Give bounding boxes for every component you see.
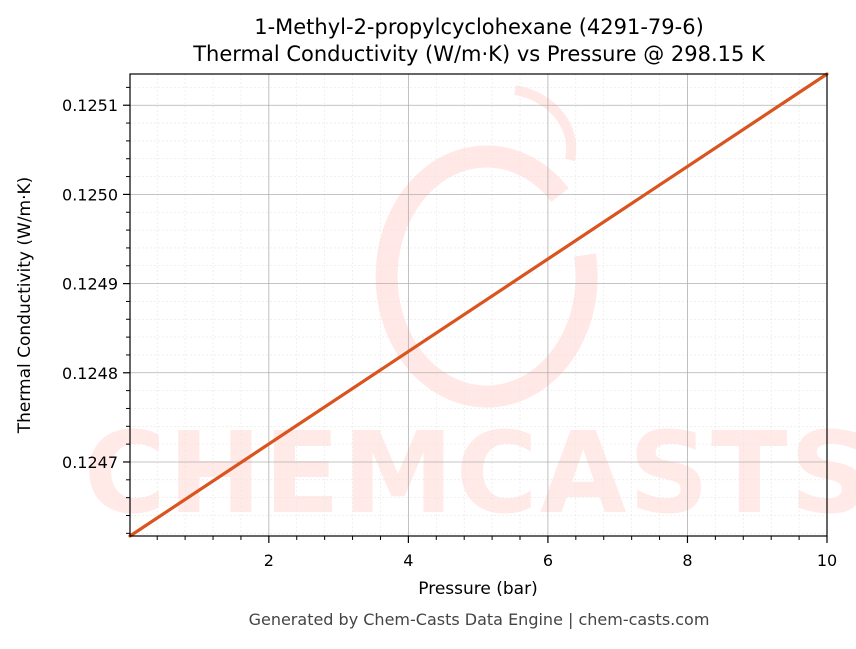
x-axis-ticks: 2 4 6 8 10 bbox=[156, 536, 837, 570]
watermark-logo: CHEMCASTS bbox=[84, 85, 856, 539]
footer-credit: Generated by Chem-Casts Data Engine | ch… bbox=[249, 610, 710, 629]
x-tick-label: 2 bbox=[264, 551, 274, 570]
y-tick-label: 0.1249 bbox=[62, 275, 118, 294]
x-tick-label: 4 bbox=[403, 551, 413, 570]
y-tick-label: 0.1247 bbox=[62, 453, 118, 472]
y-axis-ticks: 0.1247 0.1248 0.1249 0.1250 0.1251 bbox=[62, 86, 130, 534]
y-axis-label: Thermal Conductivity (W/m·K) bbox=[15, 177, 35, 435]
series-line-0 bbox=[128, 72, 829, 538]
x-axis-label: Pressure (bar) bbox=[418, 579, 537, 599]
watermark-text: CHEMCASTS bbox=[84, 409, 856, 539]
grid-minor bbox=[130, 74, 827, 536]
x-tick-label: 8 bbox=[682, 551, 692, 570]
y-tick-label: 0.1250 bbox=[62, 185, 118, 204]
x-tick-label: 10 bbox=[817, 551, 837, 570]
plot-frame bbox=[129, 73, 828, 537]
y-tick-label: 0.1248 bbox=[62, 364, 118, 383]
x-tick-label: 6 bbox=[543, 551, 553, 570]
chart-title-line1: 1-Methyl-2-propylcyclohexane (4291-79-6) bbox=[254, 15, 704, 39]
chart-title-line2: Thermal Conductivity (W/m·K) vs Pressure… bbox=[192, 42, 766, 66]
grid-major bbox=[130, 74, 828, 536]
series-layer bbox=[128, 72, 829, 538]
y-tick-label: 0.1251 bbox=[62, 96, 118, 115]
